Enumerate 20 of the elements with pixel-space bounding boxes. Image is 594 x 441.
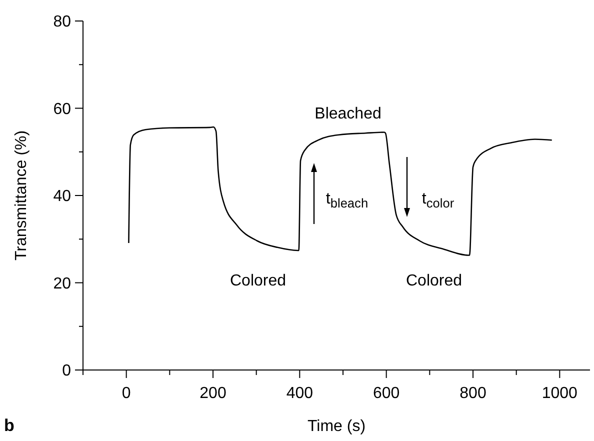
y-tick-label: 40 [53,188,72,206]
text: b [4,416,14,435]
y-tick-label: 60 [53,100,72,118]
annotation: t$_{color}$ [422,190,455,210]
y-tick-label: 20 [53,275,72,292]
x-tick-label: 800 [460,385,486,402]
line-series [128,126,553,256]
y-axis-title: Transmittance (%) [13,130,30,261]
y-tick-label: 0 [62,362,72,380]
x-tick-label: 0 [122,385,131,402]
x-tick-label: 400 [286,385,314,402]
x-axis-title: Time (s) [307,418,366,435]
annotation: t$_{bleach}$ [326,190,368,210]
annotation: Bleached [314,106,382,123]
annotation: Colored [230,272,286,290]
y-tick-label: 80 [53,14,72,31]
x-tick-label: 200 [200,385,226,402]
x-tick-label: 600 [372,385,400,402]
x-tick-label: 1000 [542,385,578,402]
annotation: Colored [406,272,462,290]
